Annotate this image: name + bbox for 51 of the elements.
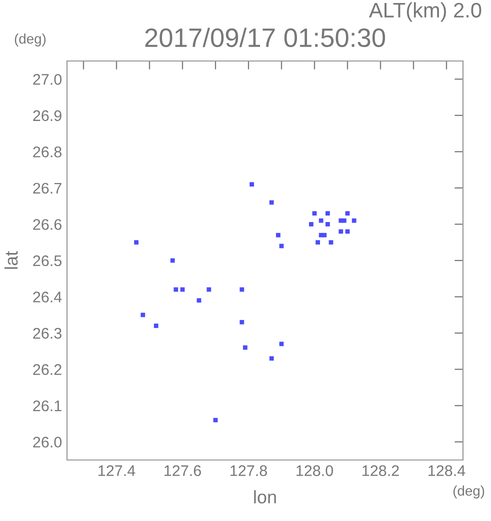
point (309, 222, 314, 226)
y-tick-label: 26.0 (33, 436, 62, 448)
point (240, 320, 244, 324)
x-tick-label: 127.4 (98, 465, 136, 476)
y-tick-label: 26.3 (33, 328, 62, 339)
point (134, 240, 138, 245)
point (206, 287, 212, 292)
point (240, 287, 244, 292)
x-tick-label: 127.6 (164, 465, 201, 476)
point (196, 298, 202, 303)
y-tick-label: 26.2 (33, 364, 62, 376)
point (250, 182, 254, 187)
y-tick-label: 26.6 (33, 219, 62, 230)
chart-title: 2017/09/17 01:50:30 (145, 28, 386, 48)
point (276, 232, 280, 238)
point (279, 342, 284, 346)
point (269, 200, 274, 205)
point (342, 218, 346, 223)
point (322, 232, 327, 238)
chart-subtitle: ALT(km) 2.0 (368, 2, 482, 22)
x-axis-title: lon (254, 490, 276, 504)
point (326, 211, 330, 216)
point (269, 356, 274, 361)
y-tick-label: 26.7 (33, 182, 62, 194)
y-tick-label: 26.8 (33, 146, 62, 158)
point (213, 418, 218, 422)
y-tick-label: 27.0 (33, 74, 62, 85)
y-tick-label: 26.9 (33, 110, 62, 122)
point (140, 312, 146, 318)
point (328, 240, 334, 245)
point (174, 287, 178, 292)
point (154, 324, 158, 328)
point (352, 218, 356, 223)
point (170, 258, 175, 263)
y-tick-label: 26.1 (33, 400, 62, 412)
y-axis-title: lat (4, 251, 18, 269)
point (243, 345, 248, 350)
text: (deg) (14, 34, 46, 46)
point (345, 211, 350, 216)
y-tick-label: 26.5 (33, 255, 62, 266)
x-tick-label: 128.0 (296, 465, 334, 476)
x-tick-label: 127.8 (230, 465, 267, 476)
x-tick-label: 128.4 (428, 465, 466, 476)
point (326, 222, 330, 226)
point (312, 211, 317, 216)
y-tick-label: 26.4 (33, 292, 62, 302)
point (318, 218, 324, 223)
point (316, 240, 320, 245)
point (338, 229, 344, 234)
x-tick-label: 128.2 (362, 465, 399, 476)
text: (deg) (453, 486, 484, 498)
